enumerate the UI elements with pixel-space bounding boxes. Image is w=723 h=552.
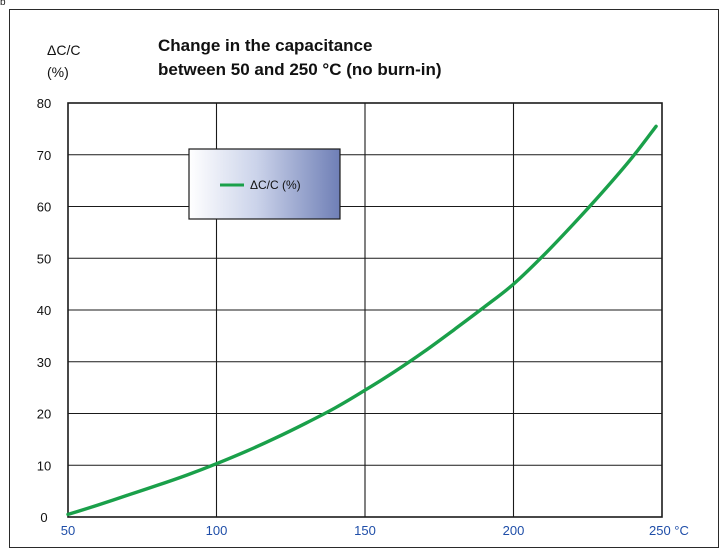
y-tick-labels: 0 10 20 30 40 50 60 70 80	[37, 96, 51, 525]
y-axis-label-line1: ΔC/C	[47, 42, 80, 58]
x-tick-labels: 50 100 150 200 250 °C	[61, 523, 689, 538]
legend: ΔC/C (%)	[188, 148, 341, 220]
x-tick-label-50: 50	[61, 523, 75, 538]
y-tick-label-0: 0	[40, 510, 47, 525]
y-tick-label-50: 50	[37, 251, 51, 266]
y-tick-label-30: 30	[37, 355, 51, 370]
series-line-0	[66, 124, 658, 517]
y-tick-label-20: 20	[37, 407, 51, 422]
x-tick-label-250: 250 °C	[649, 523, 689, 538]
plot-area-border	[67, 102, 663, 518]
chart-title-line1: Change in the capacitance	[158, 36, 372, 55]
x-tick-label-100: 100	[206, 523, 228, 538]
y-tick-label-60: 60	[37, 200, 51, 215]
chart-frame	[9, 9, 719, 548]
x-tick-label-200: 200	[503, 523, 525, 538]
grid	[68, 103, 662, 517]
y-tick-label-70: 70	[37, 148, 51, 163]
y-tick-label-10: 10	[37, 458, 51, 473]
y-tick-label-40: 40	[37, 303, 51, 318]
x-tick-label-150: 150	[354, 523, 376, 538]
chart-title-line2: between 50 and 250 °C (no burn-in)	[158, 60, 442, 79]
series-layer	[66, 124, 658, 517]
corner-mark: b	[0, 0, 6, 6]
legend-label: ΔC/C (%)	[250, 178, 301, 192]
y-axis-label-line2: (%)	[47, 64, 69, 80]
y-tick-label-80: 80	[37, 96, 51, 111]
legend-box	[188, 148, 341, 220]
